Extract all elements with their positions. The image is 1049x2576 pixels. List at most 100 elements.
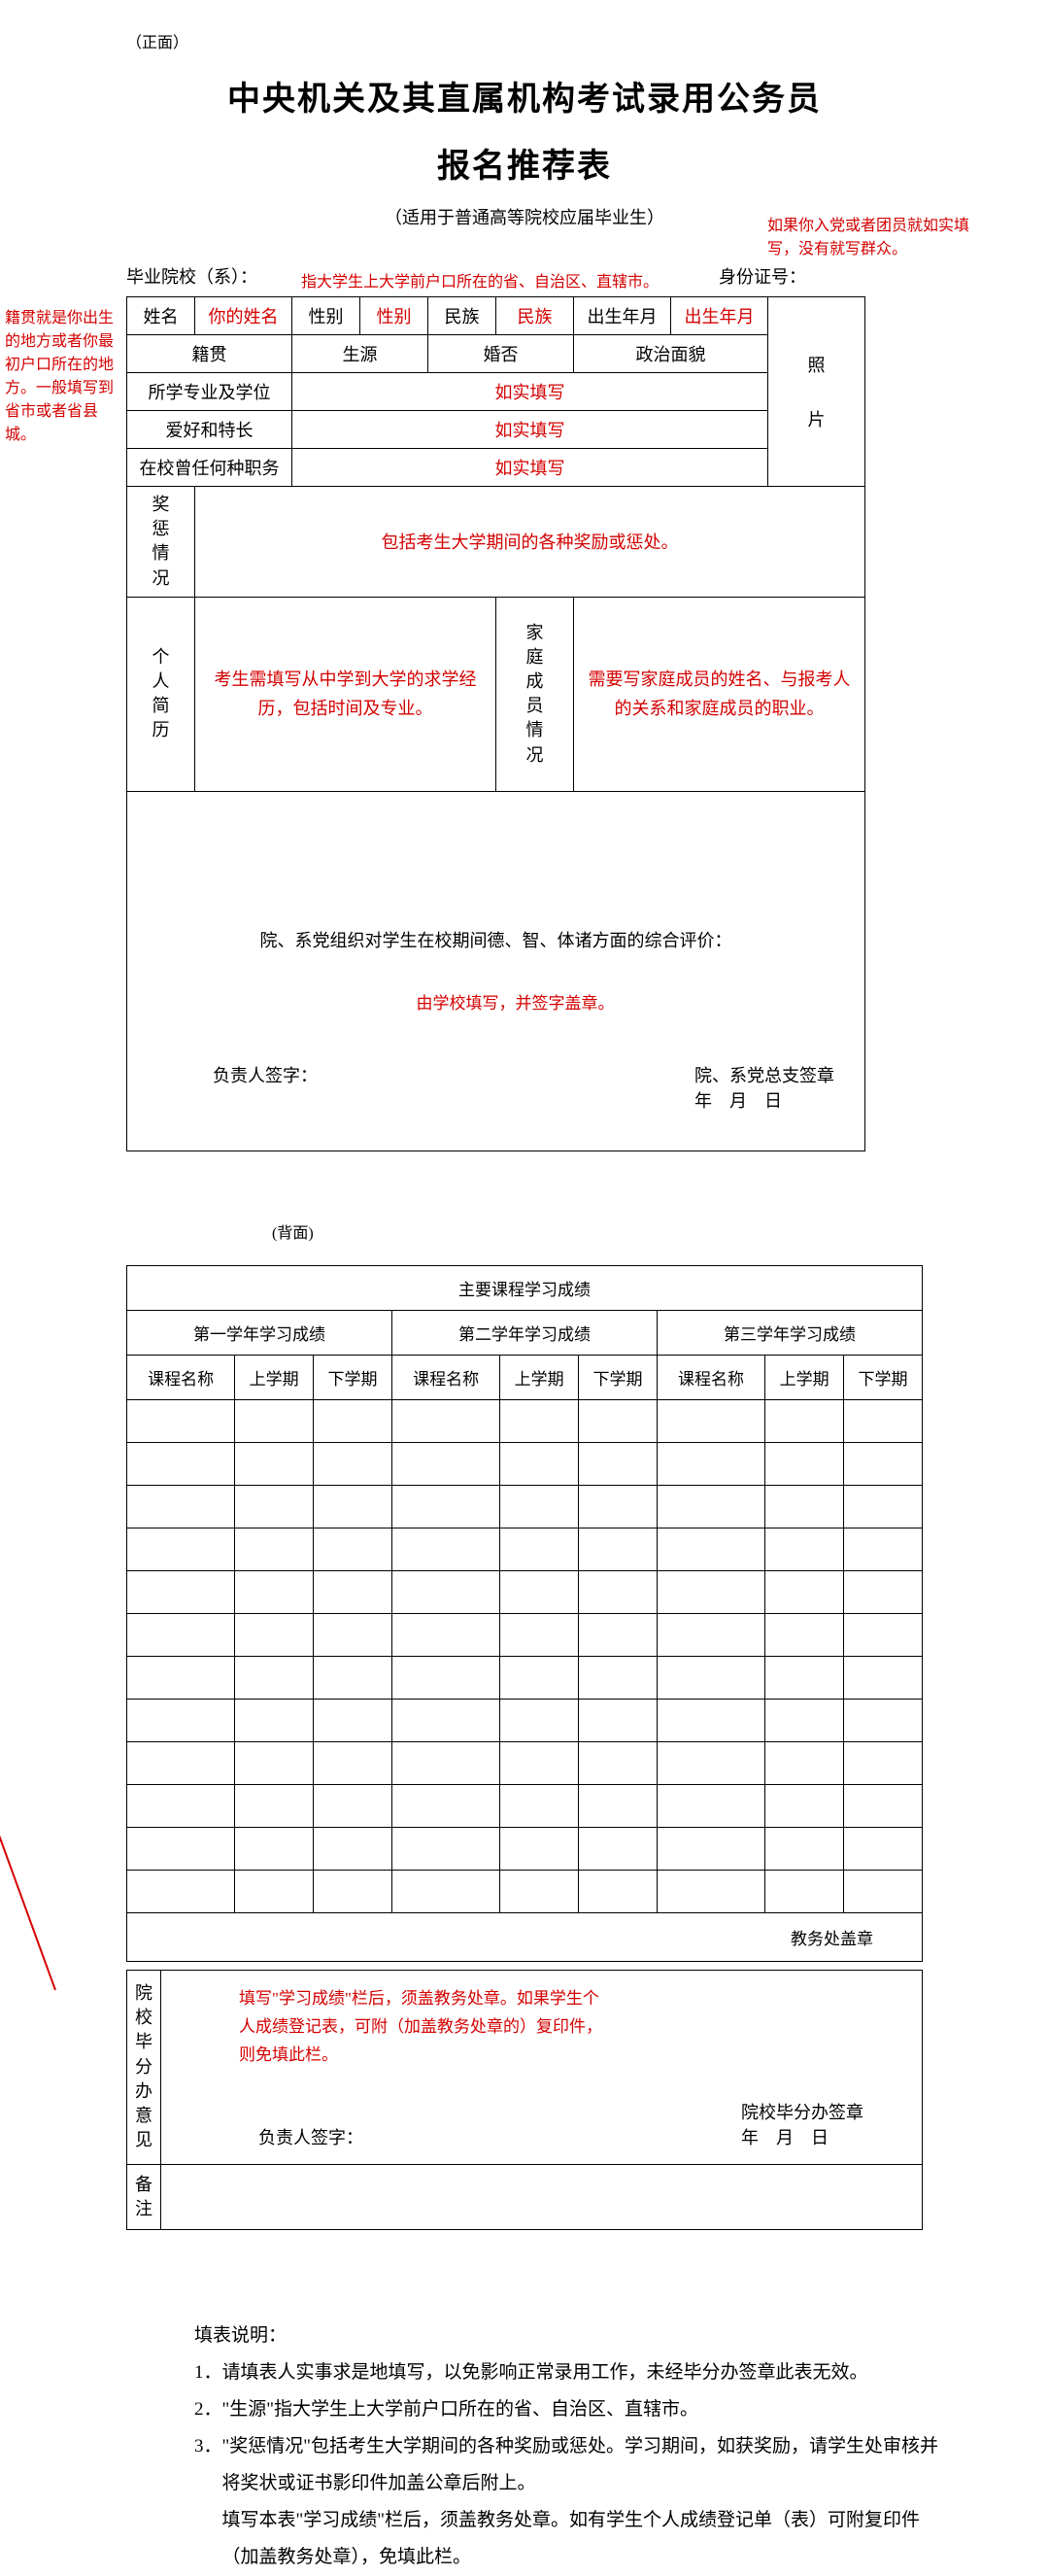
instruction-3: 3．"奖惩情况"包括考生大学期间的各种奖励或惩处。学习期间，如获奖励，请学生处审…	[194, 2428, 952, 2502]
empty-cell	[844, 1442, 923, 1485]
instructions: 填表说明： 1．请填表人实事求是地填写，以免影响正常录用工作，未经毕分办签章此表…	[194, 2318, 952, 2576]
empty-cell	[657, 1613, 764, 1656]
jiguan-label: 籍贯	[127, 335, 292, 373]
shengyuan-label: 生源	[292, 335, 428, 373]
empty-cell	[235, 1613, 314, 1656]
eval-title: 院、系党组织对学生在校期间德、智、体诸方面的综合评价：	[135, 927, 857, 952]
empty-cell	[765, 1699, 844, 1741]
empty-cell	[844, 1699, 923, 1741]
empty-cell	[844, 1741, 923, 1784]
empty-cell	[765, 1827, 844, 1870]
table-row	[127, 1613, 923, 1656]
col-sem1: 上学期	[500, 1355, 579, 1399]
table-row	[127, 1870, 923, 1912]
empty-cell	[657, 1485, 764, 1528]
annotation-zhengzhi: 如果你入党或者团员就如实填写，没有就写群众。	[767, 215, 971, 261]
table-row	[127, 1784, 923, 1827]
eth-value: 民族	[496, 297, 574, 335]
empty-cell	[579, 1485, 658, 1528]
col-sem1: 上学期	[235, 1355, 314, 1399]
empty-cell	[391, 1656, 499, 1699]
duty-label: 在校曾任何种职务	[127, 449, 292, 487]
empty-cell	[391, 1613, 499, 1656]
sex-label: 性别	[292, 297, 360, 335]
empty-cell	[500, 1485, 579, 1528]
empty-cell	[314, 1741, 392, 1784]
empty-cell	[391, 1870, 499, 1912]
empty-cell	[500, 1870, 579, 1912]
dept-date: 年 月 日	[741, 2124, 863, 2149]
year3-header: 第三学年学习成绩	[657, 1310, 922, 1355]
empty-cell	[844, 1399, 923, 1442]
birth-label: 出生年月	[574, 297, 671, 335]
empty-cell	[235, 1827, 314, 1870]
empty-cell	[391, 1570, 499, 1613]
empty-cell	[314, 1570, 392, 1613]
empty-cell	[127, 1741, 235, 1784]
empty-cell	[127, 1656, 235, 1699]
empty-cell	[844, 1784, 923, 1827]
instructions-title: 填表说明：	[194, 2318, 952, 2354]
empty-cell	[314, 1699, 392, 1741]
empty-cell	[500, 1656, 579, 1699]
eval-date: 年 月 日	[694, 1087, 834, 1113]
empty-cell	[127, 1784, 235, 1827]
main-form-table: 姓名 你的姓名 性别 性别 民族 民族 出生年月 出生年月 照 片 籍贯 生源 …	[126, 296, 865, 1151]
empty-cell	[579, 1442, 658, 1485]
empty-cell	[500, 1528, 579, 1570]
eval-seal: 院、系党总支签章	[694, 1062, 834, 1087]
empty-cell	[765, 1485, 844, 1528]
family-label: 家庭成员情况	[496, 597, 574, 791]
empty-cell	[391, 1399, 499, 1442]
empty-cell	[391, 1784, 499, 1827]
year1-header: 第一学年学习成绩	[127, 1310, 392, 1355]
empty-cell	[314, 1613, 392, 1656]
empty-cell	[314, 1485, 392, 1528]
beizhu-cell	[161, 2164, 923, 2229]
empty-cell	[314, 1870, 392, 1912]
empty-cell	[500, 1613, 579, 1656]
empty-cell	[314, 1827, 392, 1870]
back-label: (背面)	[0, 1151, 1049, 1257]
table-row	[127, 1485, 923, 1528]
empty-cell	[657, 1699, 764, 1741]
empty-cell	[657, 1741, 764, 1784]
eth-label: 民族	[428, 297, 496, 335]
empty-cell	[500, 1699, 579, 1741]
empty-cell	[765, 1741, 844, 1784]
empty-cell	[765, 1870, 844, 1912]
dept-sign: 负责人签字：	[258, 2124, 363, 2149]
empty-cell	[391, 1827, 499, 1870]
empty-cell	[391, 1699, 499, 1741]
birth-value: 出生年月	[671, 297, 768, 335]
name-label: 姓名	[127, 297, 195, 335]
empty-cell	[765, 1613, 844, 1656]
hobby-label: 爱好和特长	[127, 411, 292, 449]
empty-cell	[657, 1827, 764, 1870]
col-sem2: 下学期	[844, 1355, 923, 1399]
empty-cell	[657, 1399, 764, 1442]
empty-cell	[127, 1442, 235, 1485]
empty-cell	[765, 1399, 844, 1442]
col-sem1: 上学期	[765, 1355, 844, 1399]
duty-value: 如实填写	[292, 449, 768, 487]
empty-cell	[235, 1485, 314, 1528]
eval-sign: 负责人签字：	[213, 1062, 318, 1113]
empty-cell	[844, 1528, 923, 1570]
empty-cell	[127, 1528, 235, 1570]
year2-header: 第二学年学习成绩	[391, 1310, 657, 1355]
table-row	[127, 1442, 923, 1485]
empty-cell	[391, 1741, 499, 1784]
empty-cell	[391, 1528, 499, 1570]
front-label: （正面）	[0, 0, 1049, 62]
empty-cell	[314, 1399, 392, 1442]
empty-cell	[844, 1870, 923, 1912]
empty-cell	[127, 1485, 235, 1528]
empty-cell	[127, 1827, 235, 1870]
empty-cell	[579, 1570, 658, 1613]
grades-table: 主要课程学习成绩 第一学年学习成绩 第二学年学习成绩 第三学年学习成绩 课程名称…	[126, 1265, 923, 1962]
school-label: 毕业院校（系）：	[126, 263, 257, 289]
empty-cell	[844, 1656, 923, 1699]
empty-cell	[235, 1870, 314, 1912]
empty-cell	[579, 1784, 658, 1827]
